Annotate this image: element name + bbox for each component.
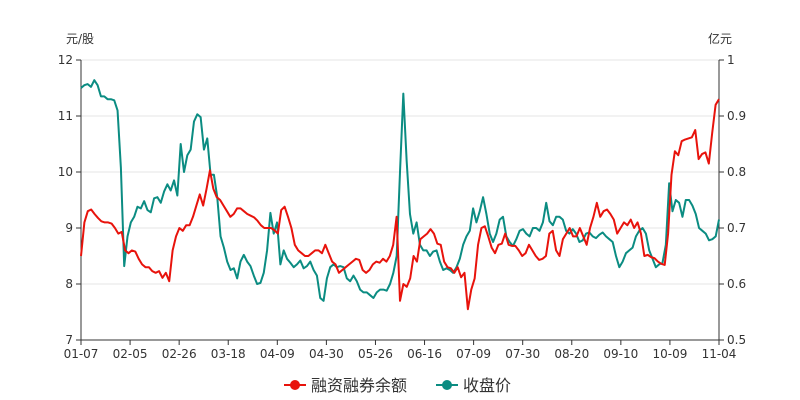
legend-label-close-price: 收盘价 [463,376,511,395]
x-tick-label: 02-26 [162,347,197,361]
x-tick-label: 03-18 [211,347,246,361]
left-tick-label: 9 [65,221,73,235]
left-tick-label: 7 [65,333,73,347]
x-tick-label: 09-10 [603,347,638,361]
x-tick-label: 07-09 [456,347,491,361]
right-y-axis: 0.5 0.6 0.7 0.8 0.9 1 [718,53,746,347]
x-tick-label: 01-07 [64,347,99,361]
x-tick-label: 02-05 [113,347,148,361]
right-tick-label: 0.8 [727,165,746,179]
right-axis-unit: 亿元 [708,31,732,46]
x-tick-label: 07-30 [505,347,540,361]
series-lines [80,79,720,311]
x-tick-label: 04-30 [309,347,344,361]
right-tick-label: 0.9 [727,109,746,123]
right-tick-label: 0.6 [727,277,746,291]
left-y-axis: 7 8 9 10 11 12 [58,53,82,347]
right-tick-label: 0.5 [727,333,746,347]
x-tick-label: 10-09 [652,347,687,361]
x-tick-label: 05-26 [358,347,393,361]
left-tick-label: 8 [65,277,73,291]
left-tick-label: 12 [58,53,73,67]
x-tick-label: 04-09 [260,347,295,361]
legend-marker-close-price [442,380,452,390]
legend-item-close-price[interactable]: 收盘价 [436,376,511,395]
legend-label-margin-balance: 融资融券余额 [311,376,407,395]
right-tick-label: 1 [727,53,735,67]
x-tick-label: 08-20 [554,347,589,361]
close-price-line [80,79,720,302]
x-tick-label: 11-04 [702,347,737,361]
left-tick-label: 11 [58,109,73,123]
left-axis-unit: 元/股 [66,32,94,46]
legend-marker-margin-balance [290,380,300,390]
margin-balance-line [80,98,720,311]
right-tick-label: 0.7 [727,221,746,235]
legend-item-margin-balance[interactable]: 融资融券余额 [284,376,407,395]
legend[interactable]: 融资融券余额 收盘价 [284,376,511,395]
left-tick-label: 10 [58,165,73,179]
x-axis: 01-07 02-05 02-26 03-18 04-09 04-30 05-26 06-16… [64,339,737,361]
x-tick-label: 06-16 [407,347,442,361]
